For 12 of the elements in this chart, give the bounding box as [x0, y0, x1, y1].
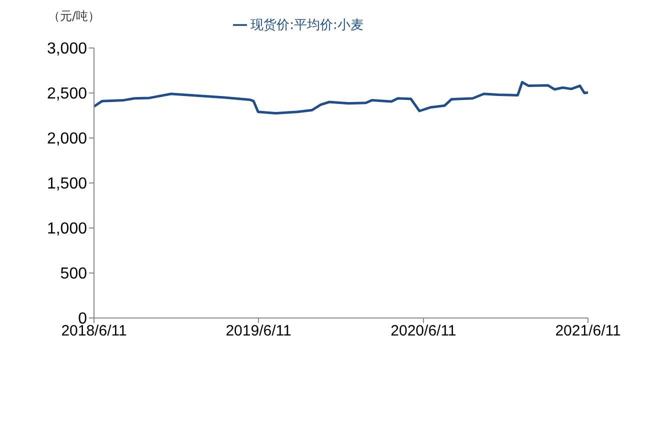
y-tick-label: 3,000	[46, 40, 88, 58]
y-axis-title: （元/吨）	[48, 8, 100, 25]
legend-label: 现货价:平均价:小麦	[250, 18, 364, 33]
y-tick-label: 1,000	[46, 220, 88, 238]
y-tick-label: 500	[60, 266, 88, 283]
x-tick-label: 2020/6/11	[390, 322, 456, 340]
line-series	[94, 80, 588, 114]
x-tick-label: 2019/6/11	[226, 322, 292, 340]
y-tick-label: 1,500	[46, 176, 88, 193]
y-tick-label: 2,000	[46, 130, 88, 148]
y-tick-label: 2,500	[46, 86, 88, 103]
x-tick-label: 2021/6/11	[555, 322, 621, 340]
